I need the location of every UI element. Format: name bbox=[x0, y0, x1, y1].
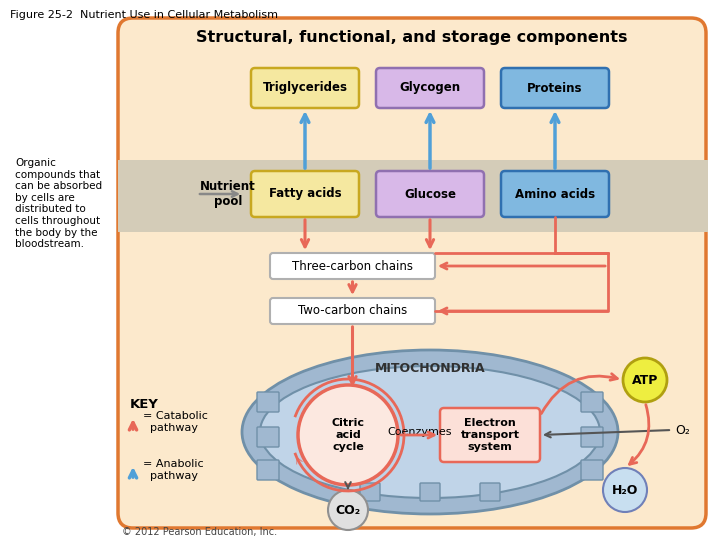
Text: = Catabolic
  pathway: = Catabolic pathway bbox=[143, 411, 208, 433]
Text: MITOCHONDRIA: MITOCHONDRIA bbox=[374, 362, 485, 375]
Text: Proteins: Proteins bbox=[527, 82, 582, 94]
FancyBboxPatch shape bbox=[501, 171, 609, 217]
FancyBboxPatch shape bbox=[270, 253, 435, 279]
FancyBboxPatch shape bbox=[376, 171, 484, 217]
FancyBboxPatch shape bbox=[257, 427, 279, 447]
Text: Glucose: Glucose bbox=[404, 187, 456, 200]
Text: Electron
transport
system: Electron transport system bbox=[461, 418, 520, 451]
Text: ATP: ATP bbox=[632, 374, 658, 387]
FancyBboxPatch shape bbox=[118, 18, 706, 528]
Ellipse shape bbox=[242, 350, 618, 514]
Text: Glycogen: Glycogen bbox=[400, 82, 461, 94]
FancyBboxPatch shape bbox=[376, 68, 484, 108]
FancyBboxPatch shape bbox=[501, 68, 609, 108]
FancyBboxPatch shape bbox=[480, 483, 500, 501]
Text: O₂: O₂ bbox=[675, 423, 690, 436]
FancyBboxPatch shape bbox=[118, 160, 708, 232]
FancyBboxPatch shape bbox=[420, 483, 440, 501]
Text: H₂O: H₂O bbox=[612, 483, 638, 496]
FancyBboxPatch shape bbox=[251, 171, 359, 217]
FancyBboxPatch shape bbox=[581, 460, 603, 480]
FancyBboxPatch shape bbox=[270, 298, 435, 324]
Text: Two-carbon chains: Two-carbon chains bbox=[298, 305, 407, 318]
Text: Nutrient
pool: Nutrient pool bbox=[200, 180, 256, 208]
Text: Citric
acid
cycle: Citric acid cycle bbox=[331, 418, 364, 451]
Ellipse shape bbox=[260, 366, 600, 498]
Text: Figure 25-2  Nutrient Use in Cellular Metabolism: Figure 25-2 Nutrient Use in Cellular Met… bbox=[10, 10, 278, 20]
FancyBboxPatch shape bbox=[251, 68, 359, 108]
Circle shape bbox=[623, 358, 667, 402]
Text: Organic
compounds that
can be absorbed
by cells are
distributed to
cells through: Organic compounds that can be absorbed b… bbox=[15, 158, 102, 249]
Text: = Anabolic
  pathway: = Anabolic pathway bbox=[143, 459, 204, 481]
Text: Three-carbon chains: Three-carbon chains bbox=[292, 260, 413, 273]
Text: Structural, functional, and storage components: Structural, functional, and storage comp… bbox=[197, 30, 628, 45]
Circle shape bbox=[603, 468, 647, 512]
Text: KEY: KEY bbox=[130, 398, 159, 411]
FancyBboxPatch shape bbox=[360, 483, 380, 501]
FancyBboxPatch shape bbox=[257, 392, 279, 412]
Text: Coenzymes: Coenzymes bbox=[388, 427, 452, 437]
Text: Fatty acids: Fatty acids bbox=[269, 187, 341, 200]
FancyBboxPatch shape bbox=[581, 392, 603, 412]
Circle shape bbox=[328, 490, 368, 530]
FancyBboxPatch shape bbox=[440, 408, 540, 462]
FancyBboxPatch shape bbox=[257, 460, 279, 480]
FancyBboxPatch shape bbox=[581, 427, 603, 447]
Text: © 2012 Pearson Education, Inc.: © 2012 Pearson Education, Inc. bbox=[122, 527, 277, 537]
Text: Triglycerides: Triglycerides bbox=[263, 82, 348, 94]
Text: Amino acids: Amino acids bbox=[515, 187, 595, 200]
Text: CO₂: CO₂ bbox=[336, 503, 361, 516]
Circle shape bbox=[298, 385, 398, 485]
